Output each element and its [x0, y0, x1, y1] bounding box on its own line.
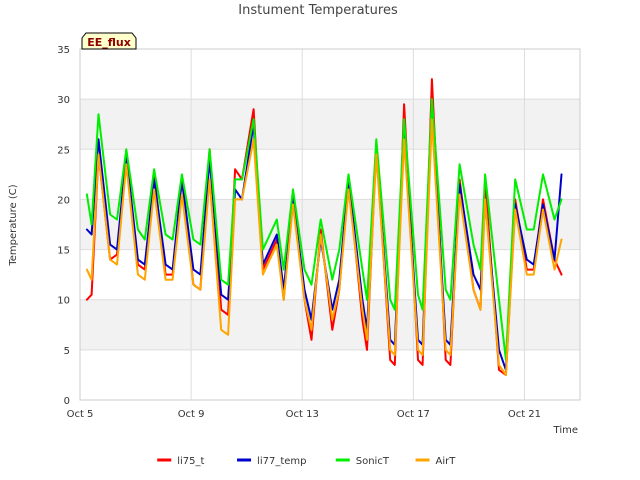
badge-shape	[81, 32, 137, 50]
x-tick-label-oct-17: Oct 17	[397, 409, 430, 420]
y-tick-label-0: 0	[64, 396, 70, 407]
y-tick-label-25: 25	[57, 145, 70, 156]
y-tick-label-10: 10	[57, 296, 70, 307]
y-axis-label: Temperature (C)	[8, 184, 19, 266]
annotation-badge: EE_flux	[81, 32, 137, 50]
series-line-sonict	[85, 98, 563, 361]
series-lines	[85, 78, 563, 376]
x-tick-label-oct-9: Oct 9	[178, 409, 205, 420]
x-tick-label-oct-13: Oct 13	[286, 409, 319, 420]
y-tick-label-30: 30	[57, 95, 70, 106]
band-15	[80, 199, 580, 250]
y-tick-label-15: 15	[57, 246, 70, 257]
legend-item-sonict: SonicT	[335, 456, 390, 467]
badge-label: EE_flux	[87, 36, 131, 49]
x-tick-label-oct-5: Oct 5	[67, 409, 94, 420]
plot-area	[79, 48, 581, 401]
legend-item-airt: AirT	[415, 456, 457, 467]
legend-item-li75-t: li75_t	[157, 456, 205, 467]
x-tick-label-oct-21: Oct 21	[508, 409, 541, 420]
legend-label: SonicT	[356, 456, 390, 467]
y-tick-label-5: 5	[64, 346, 70, 357]
y-tick-label-35: 35	[57, 45, 70, 56]
series-line-airt	[85, 118, 563, 376]
x-tick-labels: Oct 5 Oct 9 Oct 13 Oct 17 Oct 21	[67, 409, 541, 420]
legend-label: li77_temp	[257, 456, 306, 467]
legend-item-li77-temp: li77_temp	[237, 456, 307, 467]
x-axis-label: Time	[553, 425, 578, 436]
legend-label: AirT	[436, 456, 457, 467]
y-tick-label-20: 20	[57, 195, 70, 206]
legend: li75_t li77_temp SonicT AirT	[157, 456, 456, 467]
legend-label: li75_t	[177, 456, 204, 467]
chart-title: Instument Temperatures	[238, 3, 398, 18]
band-25	[80, 99, 580, 150]
y-tick-labels: 0 5 10 15 20 25 30 35	[57, 45, 70, 407]
